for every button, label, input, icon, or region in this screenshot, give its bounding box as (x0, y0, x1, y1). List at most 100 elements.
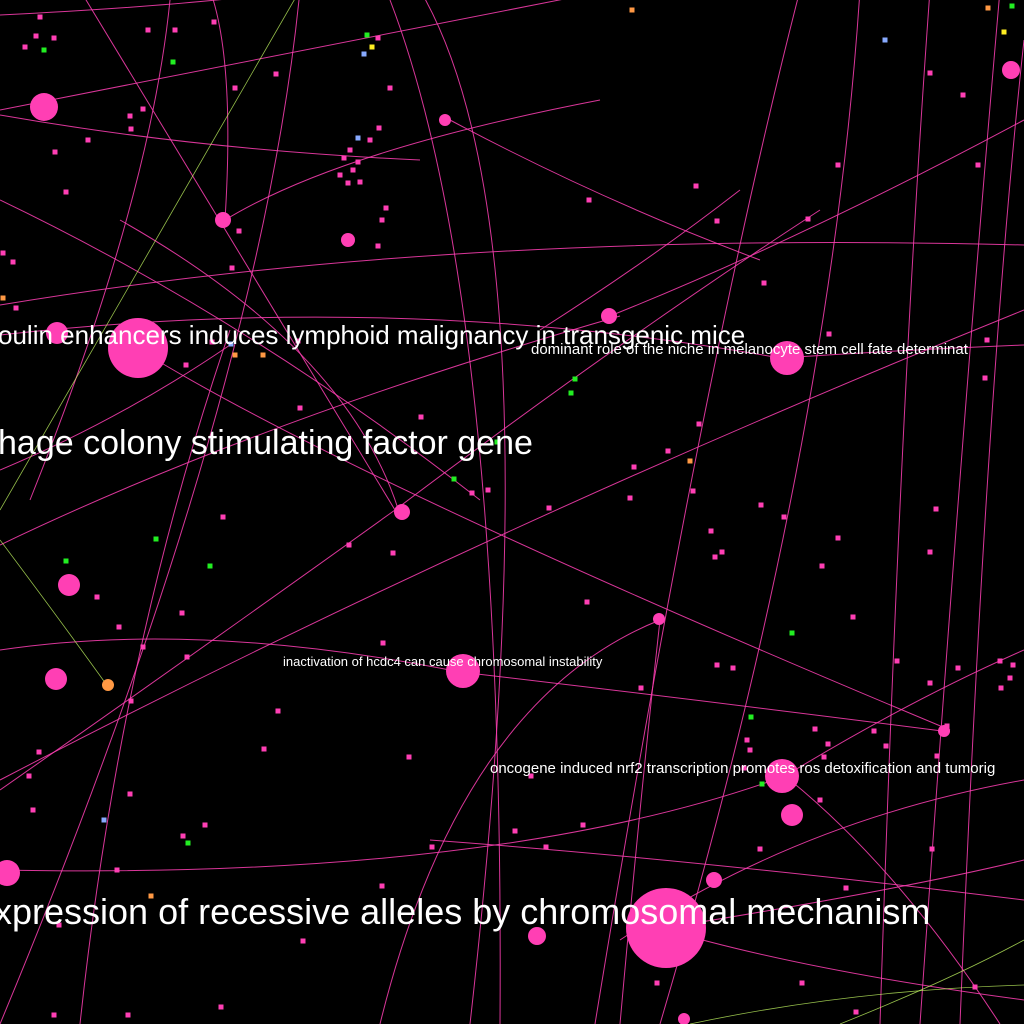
graph-node-small[interactable] (494, 439, 500, 445)
graph-node-small[interactable] (337, 172, 343, 178)
graph-node-small[interactable] (236, 228, 242, 234)
graph-node-small[interactable] (376, 125, 382, 131)
graph-node-small[interactable] (380, 640, 386, 646)
graph-node-small[interactable] (85, 137, 91, 143)
graph-node-orange[interactable] (102, 679, 114, 691)
node-label-hcdc4-instability[interactable]: inactivation of hcdc4 can cause chromoso… (283, 654, 603, 669)
graph-node-small[interactable] (955, 665, 961, 671)
graph-node-small[interactable] (805, 216, 811, 222)
graph-node-small[interactable] (273, 71, 279, 77)
graph-node-small[interactable] (627, 495, 633, 501)
node-label-nrf2-transcription[interactable]: oncogene induced nrf2 transcription prom… (490, 760, 995, 777)
graph-node-small[interactable] (1010, 662, 1016, 668)
graph-node-small[interactable] (125, 1012, 131, 1018)
graph-node-small[interactable] (94, 594, 100, 600)
graph-node-small[interactable] (180, 833, 186, 839)
graph-node-small[interactable] (300, 938, 306, 944)
graph-node-small[interactable] (584, 599, 590, 605)
graph-node-small[interactable] (853, 1009, 859, 1015)
graph-node-small[interactable] (580, 822, 586, 828)
graph-node-small[interactable] (202, 822, 208, 828)
graph-node-small[interactable] (361, 51, 367, 57)
graph-node-small[interactable] (1001, 29, 1007, 35)
graph-node-small[interactable] (693, 183, 699, 189)
graph-node-small[interactable] (260, 352, 266, 358)
graph-node-small[interactable] (261, 746, 267, 752)
graph-node-small[interactable] (379, 883, 385, 889)
graph-node[interactable] (1002, 61, 1020, 79)
graph-node-small[interactable] (638, 685, 644, 691)
graph-node-small[interactable] (184, 654, 190, 660)
graph-node[interactable] (528, 927, 546, 945)
graph-node-small[interactable] (871, 728, 877, 734)
graph-node-small[interactable] (0, 295, 6, 301)
graph-node-small[interactable] (799, 980, 805, 986)
graph-node-small[interactable] (127, 791, 133, 797)
graph-node-small[interactable] (0, 250, 6, 256)
graph-node-small[interactable] (631, 464, 637, 470)
graph-node[interactable] (439, 114, 451, 126)
graph-node-small[interactable] (22, 44, 28, 50)
graph-node-small[interactable] (350, 167, 356, 173)
graph-node-small[interactable] (758, 502, 764, 508)
graph-node-small[interactable] (882, 37, 888, 43)
graph-node-small[interactable] (843, 885, 849, 891)
graph-node-small[interactable] (346, 542, 352, 548)
graph-node-small[interactable] (469, 490, 475, 496)
graph-node-small[interactable] (708, 528, 714, 534)
graph-node-small[interactable] (128, 126, 134, 132)
graph-node-small[interactable] (748, 714, 754, 720)
graph-node-small[interactable] (51, 1012, 57, 1018)
graph-node[interactable] (770, 341, 804, 375)
graph-node-small[interactable] (929, 846, 935, 852)
node-label-melanocyte-niche[interactable]: dominant role of the niche in melanocyte… (531, 341, 969, 358)
graph-node-small[interactable] (218, 1004, 224, 1010)
graph-node-small[interactable] (819, 563, 825, 569)
graph-node-small[interactable] (345, 180, 351, 186)
graph-node-small[interactable] (355, 159, 361, 165)
graph-node-small[interactable] (10, 259, 16, 265)
graph-node-small[interactable] (116, 624, 122, 630)
graph-node[interactable] (601, 308, 617, 324)
graph-node-small[interactable] (297, 405, 303, 411)
graph-node-small[interactable] (543, 844, 549, 850)
graph-node[interactable] (58, 574, 80, 596)
graph-node-small[interactable] (730, 665, 736, 671)
graph-node[interactable] (938, 725, 950, 737)
graph-node-small[interactable] (357, 179, 363, 185)
graph-node-small[interactable] (761, 280, 767, 286)
graph-node-small[interactable] (712, 554, 718, 560)
graph-node-small[interactable] (211, 19, 217, 25)
graph-node-small[interactable] (933, 506, 939, 512)
graph-node-small[interactable] (825, 741, 831, 747)
graph-node-small[interactable] (375, 243, 381, 249)
graph-node-small[interactable] (179, 610, 185, 616)
graph-node-small[interactable] (546, 505, 552, 511)
graph-node-small[interactable] (665, 448, 671, 454)
graph-node-small[interactable] (975, 162, 981, 168)
graph-node-small[interactable] (972, 984, 978, 990)
graph-node-small[interactable] (696, 421, 702, 427)
node-label-lymphoid-malignancy[interactable]: oulin enhancers induces lymphoid maligna… (0, 320, 745, 350)
graph-node-small[interactable] (817, 797, 823, 803)
graph-node[interactable] (30, 93, 58, 121)
graph-node-small[interactable] (894, 658, 900, 664)
graph-node-small[interactable] (275, 708, 281, 714)
graph-node-small[interactable] (347, 147, 353, 153)
graph-node-small[interactable] (228, 341, 234, 347)
graph-node-small[interactable] (207, 563, 213, 569)
graph-node-small[interactable] (367, 137, 373, 143)
graph-node-small[interactable] (998, 685, 1004, 691)
graph-node-small[interactable] (429, 844, 435, 850)
graph-node-small[interactable] (140, 644, 146, 650)
graph-node[interactable] (446, 654, 480, 688)
graph-node-small[interactable] (759, 781, 765, 787)
graph-node[interactable] (394, 504, 410, 520)
graph-node-small[interactable] (586, 197, 592, 203)
graph-node-small[interactable] (821, 754, 827, 760)
node-label-colony-stimulating-factor[interactable]: hage colony stimulating factor gene (0, 424, 533, 462)
graph-node-small[interactable] (101, 817, 107, 823)
graph-node-small[interactable] (835, 535, 841, 541)
graph-node-small[interactable] (220, 514, 226, 520)
